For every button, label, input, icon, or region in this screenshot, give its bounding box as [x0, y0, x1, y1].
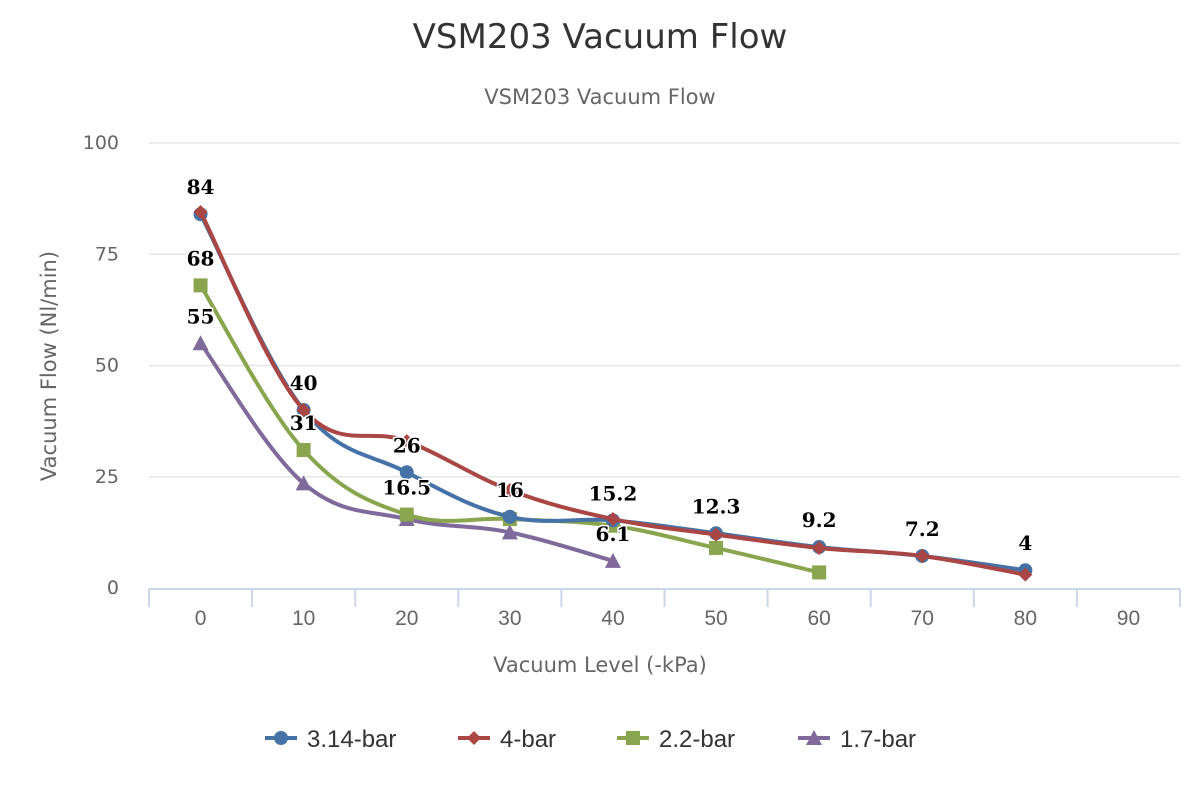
- legend: 3.14-bar 4-bar 2.2-bar 1.7-bar: [265, 726, 916, 753]
- x-tick-label: 50: [704, 607, 727, 630]
- y-tick-label: 0: [107, 577, 119, 599]
- legend-square-icon: [626, 731, 640, 745]
- series-4-bar: [193, 204, 1033, 582]
- data-point: [501, 524, 518, 540]
- data-label: 6.1: [596, 522, 631, 546]
- data-point: [192, 335, 209, 351]
- y-tick-label: 50: [95, 355, 119, 377]
- data-point: [193, 278, 208, 293]
- legend-label: 4-bar: [500, 726, 556, 753]
- legend-label: 2.2-bar: [659, 726, 735, 753]
- legend-label: 3.14-bar: [307, 726, 396, 753]
- legend-diamond-icon: [467, 731, 481, 745]
- data-label: 12.3: [692, 494, 741, 518]
- data-label: 31: [290, 411, 318, 435]
- x-axis-title: Vacuum Level (-kPa): [493, 653, 707, 677]
- y-tick-label: 25: [95, 466, 119, 488]
- legend-item-2.2-bar[interactable]: 2.2-bar: [617, 726, 735, 753]
- series-group: [192, 204, 1033, 582]
- data-point: [296, 403, 311, 417]
- legend-item-3.14-bar[interactable]: 3.14-bar: [265, 726, 396, 753]
- data-label: 16: [496, 478, 524, 502]
- data-point: [399, 465, 414, 480]
- data-point: [296, 443, 311, 458]
- y-axis-ticks: 0 25 50 75 100: [83, 132, 119, 599]
- data-point: [812, 565, 827, 580]
- legend-triangle-icon: [806, 730, 822, 745]
- data-point: [399, 507, 414, 522]
- y-axis-title: Vacuum Flow (Nl/min): [37, 251, 61, 481]
- x-tick-label: 40: [601, 607, 624, 630]
- data-point: [1018, 567, 1033, 582]
- data-point: [709, 540, 724, 555]
- data-point: [812, 540, 827, 555]
- legend-circle-icon: [274, 731, 288, 745]
- data-label: 84: [187, 175, 215, 199]
- data-point: [399, 434, 414, 449]
- legend-item-1.7-bar[interactable]: 1.7-bar: [798, 726, 916, 753]
- x-axis: 0 10 20 30 40 50 60 70 80 90: [148, 588, 1181, 630]
- data-label: 9.2: [802, 508, 837, 532]
- data-point: [502, 509, 517, 524]
- data-label: 16.5: [382, 476, 431, 500]
- data-label: 7.2: [905, 517, 940, 541]
- legend-label: 1.7-bar: [840, 726, 916, 753]
- data-point: [605, 512, 620, 527]
- legend-item-4-bar[interactable]: 4-bar: [458, 726, 556, 753]
- grid-lines: [149, 142, 1180, 478]
- x-tick-label: 60: [807, 607, 830, 630]
- data-label: 26: [393, 433, 421, 457]
- data-labels: 84 68 55 40 31 26 16.5 16 15.2 6.1 12.3 9.2 7.2 4: [185, 174, 1034, 557]
- data-point: [193, 204, 208, 219]
- data-point: [915, 548, 930, 563]
- x-tick-label: 90: [1117, 607, 1140, 630]
- data-point: [295, 475, 312, 491]
- chart-subtitle: VSM203 Vacuum Flow: [484, 85, 715, 109]
- data-point: [709, 527, 724, 542]
- y-tick-label: 75: [95, 243, 119, 265]
- chart-title: VSM203 Vacuum Flow: [413, 17, 788, 57]
- x-tick-label: 10: [292, 607, 315, 630]
- data-point: [604, 552, 621, 568]
- data-label: 55: [187, 304, 215, 328]
- data-label: 68: [187, 246, 215, 270]
- x-tick-label: 80: [1014, 607, 1037, 630]
- data-label: 40: [290, 371, 318, 395]
- data-label: 4: [1018, 531, 1032, 555]
- data-label: 15.2: [589, 481, 638, 505]
- x-tick-label: 20: [395, 607, 418, 630]
- x-tick-label: 30: [498, 607, 521, 630]
- x-tick-label: 0: [195, 607, 207, 630]
- y-tick-label: 100: [83, 132, 119, 154]
- data-point: [502, 483, 517, 498]
- x-tick-label: 70: [911, 607, 934, 630]
